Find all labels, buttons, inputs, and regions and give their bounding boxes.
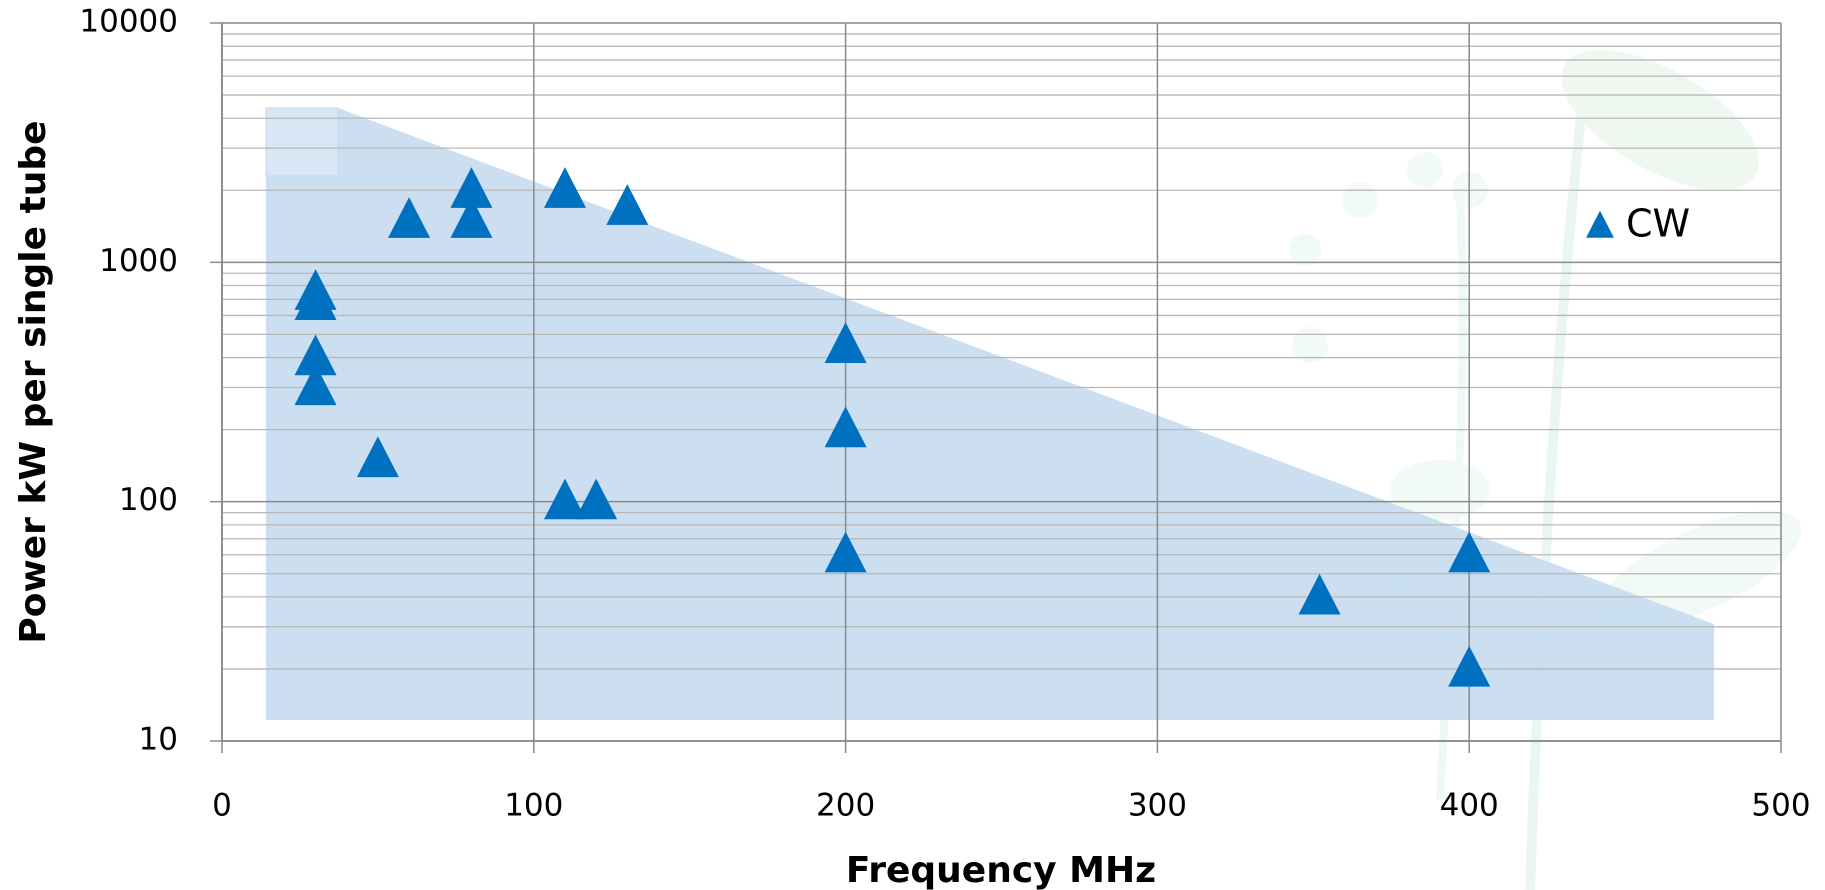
point xyxy=(450,167,493,208)
point xyxy=(356,436,399,478)
x-tick-label: 100 xyxy=(504,788,563,824)
point xyxy=(1448,531,1491,573)
point xyxy=(1298,573,1341,615)
x-tick-label: 0 xyxy=(212,788,232,824)
point xyxy=(450,197,493,238)
point xyxy=(294,279,337,321)
point xyxy=(388,197,431,238)
x-tick-label: 400 xyxy=(1440,788,1499,824)
point xyxy=(575,478,618,520)
point xyxy=(1448,645,1491,687)
point xyxy=(294,364,337,406)
y-tick-label: 10000 xyxy=(79,4,178,40)
marks: CW xyxy=(294,167,1690,687)
y-tick-label: 10 xyxy=(139,722,178,758)
point xyxy=(606,184,649,225)
shaded-region-corner xyxy=(265,107,339,177)
point xyxy=(824,531,867,573)
legend-swatch xyxy=(1586,210,1614,238)
shaded-region xyxy=(266,108,1714,720)
y-axis-title: Power kW per single tube xyxy=(13,120,54,643)
y-tick-label: 100 xyxy=(119,482,178,518)
legend-label: CW xyxy=(1626,202,1690,246)
x-tick-label: 300 xyxy=(1128,788,1187,824)
point xyxy=(294,334,337,376)
y-tick-label: 1000 xyxy=(99,243,178,279)
point xyxy=(824,406,867,448)
x-tick-label: 200 xyxy=(816,788,875,824)
point xyxy=(543,478,586,520)
point xyxy=(543,167,586,208)
point xyxy=(824,322,867,363)
x-tick-label: 500 xyxy=(1751,788,1810,824)
background-decoration xyxy=(1289,50,1802,890)
x-axis-title: Frequency MHz xyxy=(846,850,1156,890)
